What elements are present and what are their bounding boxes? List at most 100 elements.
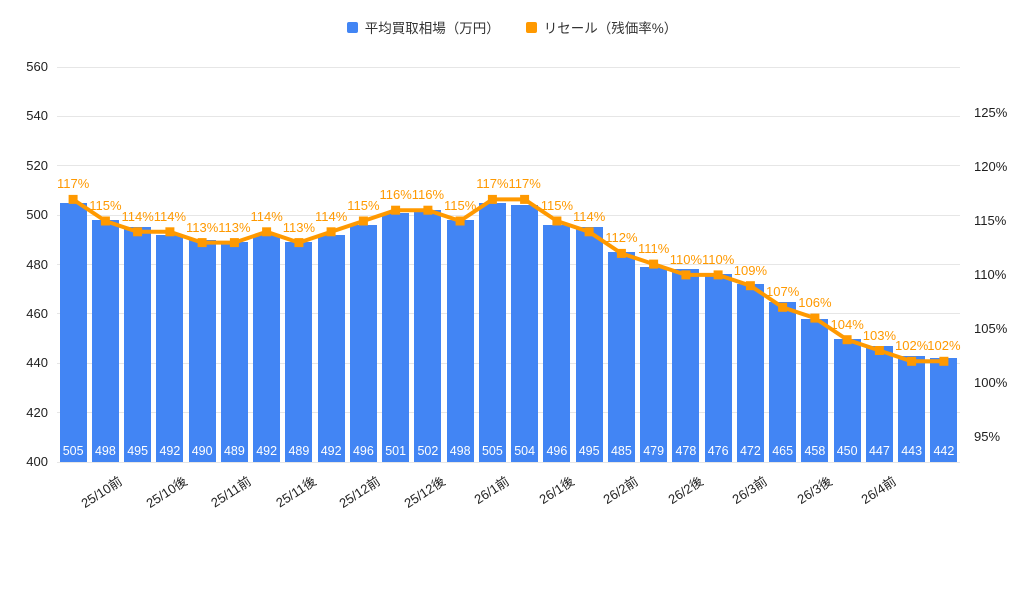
price-bar[interactable] bbox=[156, 234, 184, 462]
resale-percent-label: 115% bbox=[540, 197, 574, 213]
legend-item-resale[interactable]: リセール（残価率%） bbox=[525, 17, 678, 37]
line-marker[interactable] bbox=[616, 248, 626, 258]
bar-value-label: 472 bbox=[739, 444, 761, 458]
line-marker[interactable] bbox=[778, 302, 788, 312]
line-marker[interactable] bbox=[520, 194, 530, 204]
line-marker[interactable] bbox=[423, 205, 433, 215]
line-marker[interactable] bbox=[326, 227, 336, 237]
price-bar[interactable] bbox=[478, 202, 506, 462]
resale-percent-label: 103% bbox=[862, 327, 896, 343]
line-marker[interactable] bbox=[487, 194, 497, 204]
bar-value-label: 447 bbox=[868, 444, 890, 458]
resale-percent-label: 115% bbox=[89, 197, 122, 213]
price-bar[interactable] bbox=[672, 269, 700, 462]
line-marker[interactable] bbox=[842, 335, 852, 345]
bar-value-label: 502 bbox=[417, 444, 439, 458]
line-marker[interactable] bbox=[713, 270, 723, 280]
resale-percent-label: 117% bbox=[56, 176, 90, 192]
price-bar[interactable] bbox=[220, 242, 248, 462]
price-bar[interactable] bbox=[511, 205, 539, 462]
bar-value-label: 498 bbox=[94, 444, 116, 458]
line-marker[interactable] bbox=[907, 356, 917, 366]
line-marker[interactable] bbox=[262, 227, 272, 237]
resale-percent-label: 110% bbox=[701, 251, 735, 267]
line-marker[interactable] bbox=[745, 281, 755, 291]
line-marker[interactable] bbox=[681, 270, 691, 280]
price-bar[interactable] bbox=[349, 225, 377, 462]
resale-percent-label: 102% bbox=[927, 338, 961, 354]
price-bar[interactable] bbox=[930, 358, 958, 462]
left-axis-tick: 420 bbox=[26, 404, 48, 420]
gridline bbox=[57, 165, 960, 167]
line-marker[interactable] bbox=[939, 356, 949, 366]
price-bar[interactable] bbox=[382, 212, 410, 462]
legend-label: リセール（残価率%） bbox=[543, 21, 678, 36]
bar-value-label: 450 bbox=[836, 444, 858, 458]
bar-value-label: 501 bbox=[385, 444, 407, 458]
price-bar[interactable] bbox=[414, 210, 442, 462]
price-bar[interactable] bbox=[124, 227, 152, 462]
line-marker[interactable] bbox=[455, 216, 465, 226]
bar-value-label: 492 bbox=[256, 444, 278, 458]
right-axis-tick: 105% bbox=[974, 320, 1008, 336]
gridline bbox=[57, 115, 960, 117]
price-bar[interactable] bbox=[188, 239, 216, 462]
price-bar[interactable] bbox=[317, 234, 345, 462]
line-marker[interactable] bbox=[165, 227, 175, 237]
left-axis-tick: 460 bbox=[26, 305, 48, 321]
price-bar[interactable] bbox=[446, 220, 474, 462]
line-marker[interactable] bbox=[552, 216, 562, 226]
legend-swatch-icon bbox=[525, 21, 537, 33]
line-marker[interactable] bbox=[294, 238, 304, 248]
resale-percent-label: 109% bbox=[733, 262, 767, 278]
price-bar[interactable] bbox=[769, 301, 797, 462]
left-axis-tick: 560 bbox=[26, 59, 48, 74]
price-bar[interactable] bbox=[285, 242, 313, 462]
line-marker[interactable] bbox=[358, 216, 368, 226]
resale-price-chart: 平均買取相場（万円） リセール（残価率%） 560 540 520 500 480 460 4… bbox=[0, 0, 1024, 533]
price-bar[interactable] bbox=[704, 274, 732, 462]
resale-line[interactable] bbox=[0, 0, 1024, 533]
left-axis-tick: 540 bbox=[26, 108, 48, 124]
gridline bbox=[57, 214, 960, 216]
resale-percent-label: 117% bbox=[476, 176, 509, 192]
line-marker[interactable] bbox=[584, 227, 594, 237]
resale-percent-label: 114% bbox=[250, 208, 283, 224]
resale-percent-label: 115% bbox=[347, 197, 380, 213]
legend-item-price[interactable]: 平均買取相場（万円） bbox=[346, 17, 500, 37]
resale-percent-label: 114% bbox=[121, 208, 154, 224]
resale-percent-label: 113% bbox=[218, 219, 251, 235]
price-bar[interactable] bbox=[736, 284, 764, 462]
left-axis-tick: 520 bbox=[26, 157, 48, 173]
line-marker[interactable] bbox=[197, 238, 207, 248]
price-bar[interactable] bbox=[865, 345, 893, 462]
line-marker[interactable] bbox=[133, 227, 143, 237]
price-bar[interactable] bbox=[59, 202, 87, 462]
price-bar[interactable] bbox=[898, 355, 926, 462]
price-bar[interactable] bbox=[801, 318, 829, 462]
right-axis-tick: 110% bbox=[974, 266, 1007, 282]
line-marker[interactable] bbox=[100, 216, 110, 226]
price-bar[interactable] bbox=[91, 220, 119, 462]
price-bar[interactable] bbox=[607, 252, 635, 462]
gridline bbox=[57, 412, 960, 414]
line-marker[interactable] bbox=[874, 346, 884, 355]
resale-percent-label: 114% bbox=[314, 208, 348, 224]
legend: 平均買取相場（万円） リセール（残価率%） bbox=[0, 17, 1024, 37]
resale-percent-label: 114% bbox=[572, 208, 606, 224]
line-marker[interactable] bbox=[68, 194, 78, 204]
bar-value-label: 505 bbox=[481, 444, 503, 458]
price-bar[interactable] bbox=[543, 225, 571, 462]
line-marker[interactable] bbox=[810, 313, 820, 323]
price-bar[interactable] bbox=[640, 266, 668, 462]
price-bar[interactable] bbox=[575, 227, 603, 462]
price-bar[interactable] bbox=[833, 338, 861, 462]
legend-swatch-icon bbox=[346, 21, 358, 33]
bar-value-label: 490 bbox=[191, 444, 213, 458]
bar-value-label: 504 bbox=[514, 444, 536, 458]
line-marker[interactable] bbox=[649, 259, 659, 269]
gridline bbox=[57, 264, 960, 265]
line-marker[interactable] bbox=[391, 205, 401, 215]
price-bar[interactable] bbox=[253, 234, 281, 462]
line-marker[interactable] bbox=[229, 238, 239, 248]
